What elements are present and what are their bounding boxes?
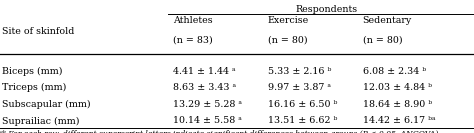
Text: 10.14 ± 5.58 ᵃ: 10.14 ± 5.58 ᵃ (173, 116, 242, 125)
Text: 18.64 ± 8.90 ᵇ: 18.64 ± 8.90 ᵇ (363, 100, 432, 109)
Text: Athletes: Athletes (173, 16, 213, 25)
Text: (n = 83): (n = 83) (173, 36, 213, 45)
Text: ᵃᵇ For each row, different superscript letters indicate significant differences : ᵃᵇ For each row, different superscript l… (0, 130, 438, 133)
Text: Biceps (mm): Biceps (mm) (2, 66, 63, 76)
Text: 5.33 ± 2.16 ᵇ: 5.33 ± 2.16 ᵇ (268, 66, 331, 76)
Text: 6.08 ± 2.34 ᵇ: 6.08 ± 2.34 ᵇ (363, 66, 426, 76)
Text: (n = 80): (n = 80) (363, 36, 402, 45)
Text: 13.51 ± 6.62 ᵇ: 13.51 ± 6.62 ᵇ (268, 116, 337, 125)
Text: Exercise: Exercise (268, 16, 309, 25)
Text: 16.16 ± 6.50 ᵇ: 16.16 ± 6.50 ᵇ (268, 100, 337, 109)
Text: Sedentary: Sedentary (363, 16, 412, 25)
Text: 13.29 ± 5.28 ᵃ: 13.29 ± 5.28 ᵃ (173, 100, 242, 109)
Text: Site of skinfold: Site of skinfold (2, 27, 75, 36)
Text: (n = 80): (n = 80) (268, 36, 308, 45)
Text: 4.41 ± 1.44 ᵃ: 4.41 ± 1.44 ᵃ (173, 66, 236, 76)
Text: Respondents: Respondents (296, 5, 358, 14)
Text: 12.03 ± 4.84 ᵇ: 12.03 ± 4.84 ᵇ (363, 83, 432, 92)
Text: Triceps (mm): Triceps (mm) (2, 83, 67, 92)
Text: 8.63 ± 3.43 ᵃ: 8.63 ± 3.43 ᵃ (173, 83, 236, 92)
Text: 9.97 ± 3.87 ᵃ: 9.97 ± 3.87 ᵃ (268, 83, 331, 92)
Text: 14.42 ± 6.17 ᵇᵃ: 14.42 ± 6.17 ᵇᵃ (363, 116, 435, 125)
Text: Subscapular (mm): Subscapular (mm) (2, 100, 91, 109)
Text: Suprailiac (mm): Suprailiac (mm) (2, 116, 80, 126)
